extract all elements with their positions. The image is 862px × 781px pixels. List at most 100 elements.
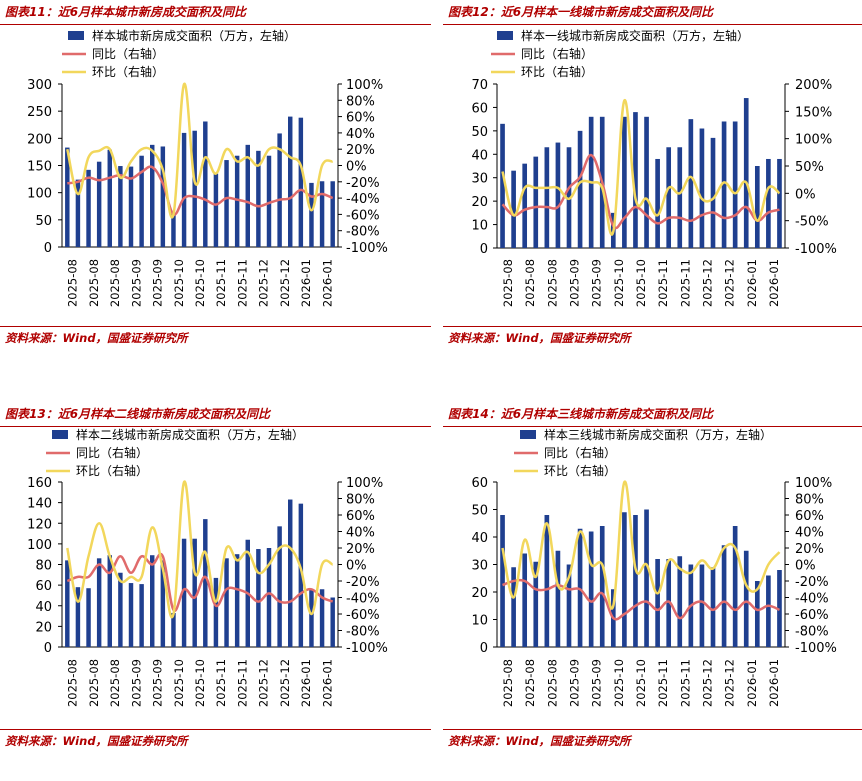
- source-rule: [0, 326, 431, 327]
- legend-label: 环比（右轴）: [521, 64, 593, 79]
- bar: [500, 123, 505, 248]
- bar: [511, 170, 516, 248]
- x-tick-label: 2025-12: [701, 659, 715, 707]
- bar: [599, 526, 605, 647]
- x-tick-label: 2025-11: [236, 259, 250, 307]
- bar: [288, 499, 293, 647]
- x-tick-label: 2025-08: [108, 659, 122, 707]
- bar: [699, 128, 705, 248]
- bar: [622, 116, 627, 248]
- chart-svg: 样本三线城市新房成交面积（万方，左轴） 同比（右轴） 环比（右轴） 0 10 20 30 40…: [471, 427, 837, 707]
- bar: [160, 560, 166, 647]
- y-right-tick-label: 60%: [346, 509, 375, 524]
- series-line-yoy: [67, 165, 334, 216]
- bar: [86, 588, 91, 647]
- bar: [181, 132, 187, 247]
- bar: [555, 550, 561, 647]
- chart-title: 图表11：近6月样本城市新房成交面积及同比: [5, 5, 247, 19]
- title-rule: [443, 426, 862, 427]
- bar: [644, 116, 649, 248]
- bar: [622, 512, 627, 647]
- x-tick-label: 2026-01: [320, 259, 334, 307]
- y-right-tick-label: 60%: [795, 509, 824, 524]
- x-tick-label: 2025-09: [129, 659, 143, 707]
- bar: [288, 116, 293, 247]
- bar: [721, 121, 727, 248]
- legend-swatch-bar: [52, 430, 68, 439]
- legend-label: 环比（右轴）: [92, 64, 164, 79]
- legend-item: 同比（右轴）: [514, 445, 616, 460]
- y-left-tick-label: 10: [471, 614, 488, 629]
- y-left-tick-label: 20: [35, 620, 52, 635]
- chart-title: 图表14：近6月样本三线城市新房成交面积及同比: [448, 407, 714, 421]
- x-tick-label: 2025-08: [108, 259, 122, 307]
- x-tick-label: 2025-09: [151, 659, 165, 707]
- bar: [633, 515, 638, 647]
- x-tick-label: 2025-08: [66, 259, 80, 307]
- y-right-tick-label: -100%: [795, 641, 837, 656]
- bar: [298, 503, 304, 647]
- bar: [245, 144, 250, 247]
- title-rule: [0, 24, 431, 25]
- x-tick-label: 2025-12: [701, 259, 715, 307]
- x-tick-label: 2025-08: [523, 659, 537, 707]
- x-tick-label: 2026-01: [745, 659, 759, 707]
- bar: [224, 558, 229, 647]
- x-tick-label: 2025-10: [612, 259, 626, 307]
- legend-item: 环比（右轴）: [514, 463, 616, 478]
- x-tick-label: 2025-12: [257, 659, 271, 707]
- bar: [256, 549, 261, 647]
- y-left-tick-label: 40: [35, 600, 52, 615]
- bar: [213, 173, 219, 247]
- bar: [203, 121, 208, 247]
- y-right-tick-label: -100%: [346, 241, 388, 256]
- bar: [544, 515, 550, 647]
- series-line-yoy: [501, 153, 780, 230]
- chart-panel-13: 图表13：近6月样本二线城市新房成交面积及同比 样本二线城市新房成交面积（万方，…: [0, 402, 431, 781]
- y-right-tick-label: -100%: [795, 242, 837, 257]
- legend-label: 同比（右轴）: [544, 445, 616, 460]
- bar: [766, 158, 771, 248]
- y-right-tick-label: 0%: [346, 559, 367, 574]
- x-tick-label: 2025-12: [278, 659, 292, 707]
- bar: [75, 587, 81, 647]
- source-note: 资料来源：Wind，国盛证券研究所: [448, 734, 631, 748]
- y-right-tick-label: 0%: [795, 187, 816, 202]
- bar: [256, 150, 261, 247]
- bar: [688, 119, 694, 249]
- bar: [160, 146, 166, 247]
- y-right-tick-label: 100%: [795, 133, 832, 148]
- bar: [754, 166, 760, 248]
- bar: [743, 550, 749, 647]
- bar: [96, 558, 102, 647]
- title-rule: [0, 426, 431, 427]
- y-left-tick-label: 60: [35, 579, 52, 594]
- bar: [118, 166, 123, 247]
- chart-panel-14: 图表14：近6月样本三线城市新房成交面积及同比 样本三线城市新房成交面积（万方，…: [431, 402, 862, 781]
- x-tick-label: 2025-08: [87, 659, 101, 707]
- legend-item: 同比（右轴）: [46, 445, 148, 460]
- bar: [655, 158, 660, 248]
- y-left-tick-label: 40: [471, 148, 488, 163]
- bar: [555, 142, 561, 248]
- x-tick-label: 2025-11: [656, 659, 670, 707]
- y-right-tick-label: -20%: [346, 575, 380, 590]
- legend-item: 环比（右轴）: [491, 64, 593, 79]
- y-right-tick-label: 80%: [346, 94, 375, 109]
- y-left-tick-label: 160: [27, 476, 52, 491]
- legend-item: 样本二线城市新房成交面积（万方，左轴）: [52, 427, 304, 442]
- y-right-tick-label: 100%: [795, 476, 832, 491]
- x-tick-label: 2026-01: [745, 259, 759, 307]
- bar: [107, 149, 112, 247]
- bar: [500, 515, 505, 647]
- x-tick-label: 2025-08: [66, 659, 80, 707]
- bar: [139, 155, 144, 247]
- y-right-tick-label: 80%: [346, 493, 375, 508]
- x-tick-label: 2025-11: [214, 259, 228, 307]
- x-tick-label: 2025-10: [612, 659, 626, 707]
- x-tick-label: 2025-08: [523, 259, 537, 307]
- bar: [65, 560, 70, 647]
- x-tick-label: 2025-10: [193, 659, 207, 707]
- bar: [666, 147, 672, 248]
- bar: [522, 163, 528, 248]
